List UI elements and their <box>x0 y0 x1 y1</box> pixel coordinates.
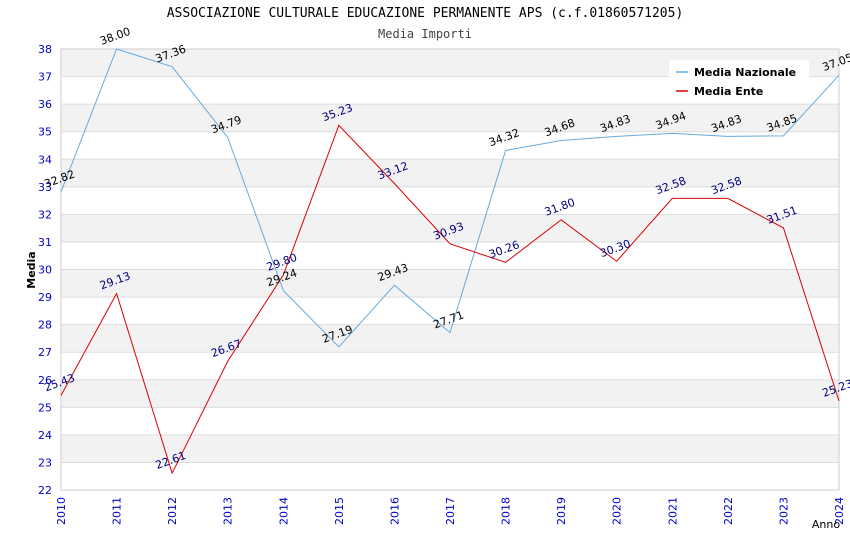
y-tick-label: 32 <box>38 208 52 221</box>
legend-label: Media Nazionale <box>694 66 796 79</box>
x-tick-label: 2018 <box>500 497 513 525</box>
chart-subtitle: Media Importi <box>378 27 472 41</box>
x-tick-label: 2024 <box>833 497 846 525</box>
y-tick-label: 38 <box>38 43 52 56</box>
x-tick-label: 2023 <box>777 497 790 525</box>
x-tick-label: 2017 <box>444 497 457 525</box>
y-axis-label: Media <box>25 251 38 288</box>
legend-label: Media Ente <box>694 85 763 98</box>
x-tick-label: 2016 <box>388 497 401 525</box>
x-tick-label: 2021 <box>666 497 679 525</box>
grid-band <box>61 104 839 132</box>
y-tick-label: 36 <box>38 98 52 111</box>
grid-band <box>61 434 839 463</box>
x-tick-label: 2019 <box>555 497 568 525</box>
y-tick-label: 37 <box>38 71 52 84</box>
y-tick-label: 35 <box>38 126 52 139</box>
legend-box <box>669 60 809 102</box>
y-tick-label: 23 <box>38 456 52 469</box>
x-tick-label: 2013 <box>222 497 235 525</box>
x-tick-label: 2011 <box>111 497 124 525</box>
x-tick-label: 2022 <box>722 497 735 525</box>
data-label: 38.00 <box>98 25 132 48</box>
plot-frame <box>60 48 840 491</box>
y-tick-label: 26 <box>38 374 52 387</box>
y-tick-label: 34 <box>38 153 52 166</box>
x-axis-label: Anno <box>812 518 840 531</box>
y-tick-label: 22 <box>38 484 52 497</box>
x-tick-label: 2012 <box>166 497 179 525</box>
series-line-2 <box>60 124 840 475</box>
y-tick-label: 25 <box>38 401 52 414</box>
grid-band <box>61 379 839 408</box>
grid-band <box>61 214 839 242</box>
x-tick-label: 2010 <box>55 497 68 525</box>
x-tick-label: 2015 <box>333 497 346 525</box>
x-tick-label: 2020 <box>611 497 624 525</box>
grid-band <box>61 159 839 187</box>
grid-band <box>61 269 839 298</box>
y-tick-label: 24 <box>38 429 52 442</box>
chart-title: ASSOCIAZIONE CULTURALE EDUCAZIONE PERMAN… <box>166 6 684 21</box>
y-tick-label: 31 <box>38 236 52 249</box>
y-tick-label: 29 <box>38 291 52 304</box>
y-tick-label: 33 <box>38 181 52 194</box>
x-tick-label: 2014 <box>277 497 290 525</box>
y-tick-label: 30 <box>38 264 52 277</box>
y-tick-label: 27 <box>38 346 52 359</box>
y-tick-label: 28 <box>38 319 52 332</box>
series-line-1 <box>60 48 840 348</box>
grid-band <box>61 324 839 353</box>
